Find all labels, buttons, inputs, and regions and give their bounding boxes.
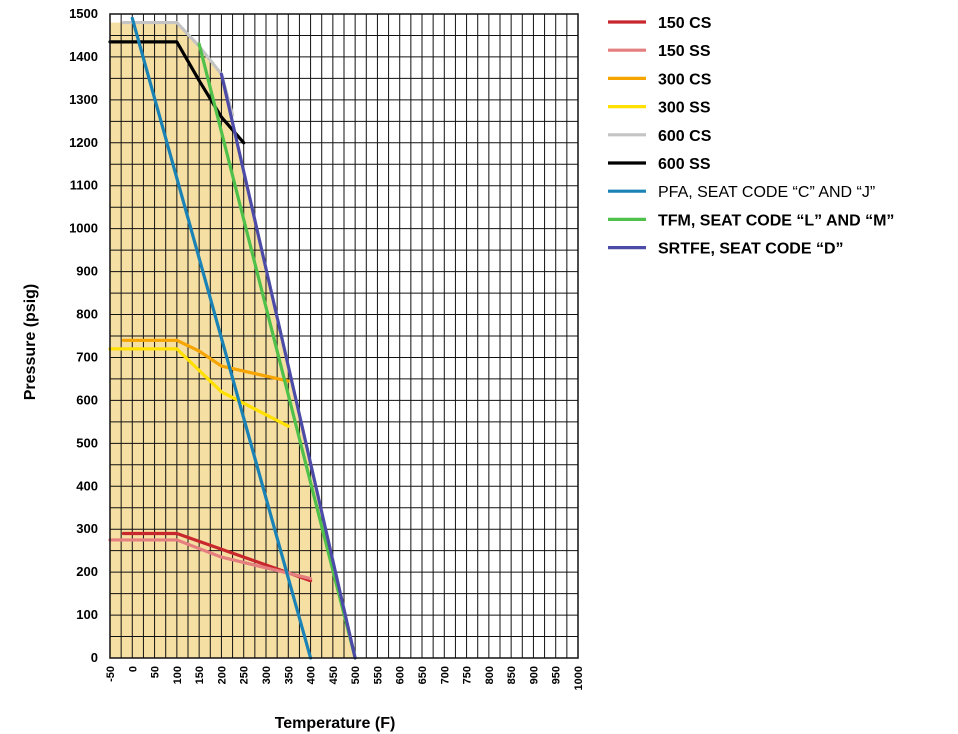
series-line-6	[108, 40, 246, 145]
x-tick-label: 350	[283, 666, 295, 684]
legend-label-5: 600 CS	[658, 128, 712, 145]
x-tick-label: 150	[194, 666, 206, 684]
y-tick-label: 1100	[70, 178, 98, 193]
legend-label-4: 300 SS	[658, 100, 711, 117]
legend-label-9: SRTFE, SEAT CODE “D”	[658, 241, 844, 258]
series-line-4	[108, 347, 290, 428]
x-tick-label: 750	[462, 666, 474, 684]
x-tick-label: 250	[239, 666, 251, 684]
plot-frame	[109, 13, 579, 659]
x-tick-label: 100	[172, 666, 184, 684]
y-tick-label: 1300	[69, 92, 98, 107]
legend-label-1: 150 CS	[658, 15, 712, 32]
y-tick-label: 300	[76, 521, 98, 536]
x-tick-label: -50	[105, 666, 117, 682]
series-line-7	[130, 16, 313, 660]
y-tick-label: 900	[76, 264, 98, 279]
y-axis-title: Pressure (psig)	[22, 284, 39, 400]
x-tick-label: 50	[150, 666, 162, 678]
x-tick-label: 550	[372, 666, 384, 684]
legend-label-3: 300 CS	[658, 71, 712, 88]
y-tick-label: 700	[76, 349, 98, 364]
legend: 150 CS 150 SS 300 CS 300 SS 600 CS 600 SS PFA,…	[608, 15, 894, 258]
axes: Temperature (F) Pressure (psig) 0 100 200 3…	[22, 6, 585, 732]
x-tick-label: 700	[439, 666, 451, 684]
series-line-9	[219, 72, 357, 660]
x-axis-title: Temperature (F)	[275, 715, 396, 732]
series-line-2	[108, 538, 313, 581]
series-line-3	[121, 338, 290, 383]
plot-area	[108, 13, 579, 660]
legend-label-8: TFM, SEAT CODE “L” AND “M”	[658, 212, 894, 229]
x-tick-label: 900	[528, 666, 540, 684]
x-tick-label: 200	[216, 666, 228, 684]
x-tick-label: 850	[506, 666, 518, 684]
legend-label-7: PFA, SEAT CODE “C” AND “J”	[658, 184, 875, 201]
y-tick-label: 100	[76, 607, 98, 622]
y-tick-label: 600	[76, 392, 98, 407]
x-tick-label: 300	[261, 666, 273, 684]
x-tick-label: 800	[484, 666, 496, 684]
y-tick-label: 500	[76, 435, 98, 450]
legend-label-6: 600 SS	[658, 156, 711, 173]
y-tick-label: 800	[76, 307, 98, 322]
x-tick-label: 400	[306, 666, 318, 684]
x-tick-label: 450	[328, 666, 340, 684]
series-line-8	[197, 42, 357, 660]
x-tick-label: 500	[350, 666, 362, 684]
series-line-1	[121, 531, 313, 583]
x-tick-label: 600	[395, 666, 407, 684]
y-tick-label: 0	[91, 650, 98, 665]
y-tick-label: 1400	[69, 49, 98, 64]
x-tick-label: 1000	[573, 666, 585, 690]
y-tick-label: 1000	[69, 221, 98, 236]
x-tick-label: 650	[417, 666, 429, 684]
y-tick-label: 200	[76, 564, 98, 579]
x-tick-label: 950	[551, 666, 563, 684]
y-tick-label: 1500	[69, 6, 98, 21]
legend-label-2: 150 SS	[658, 43, 711, 60]
x-tick-label: 0	[127, 666, 139, 672]
y-tick-label: 1200	[69, 135, 98, 150]
y-tick-label: 400	[76, 478, 98, 493]
